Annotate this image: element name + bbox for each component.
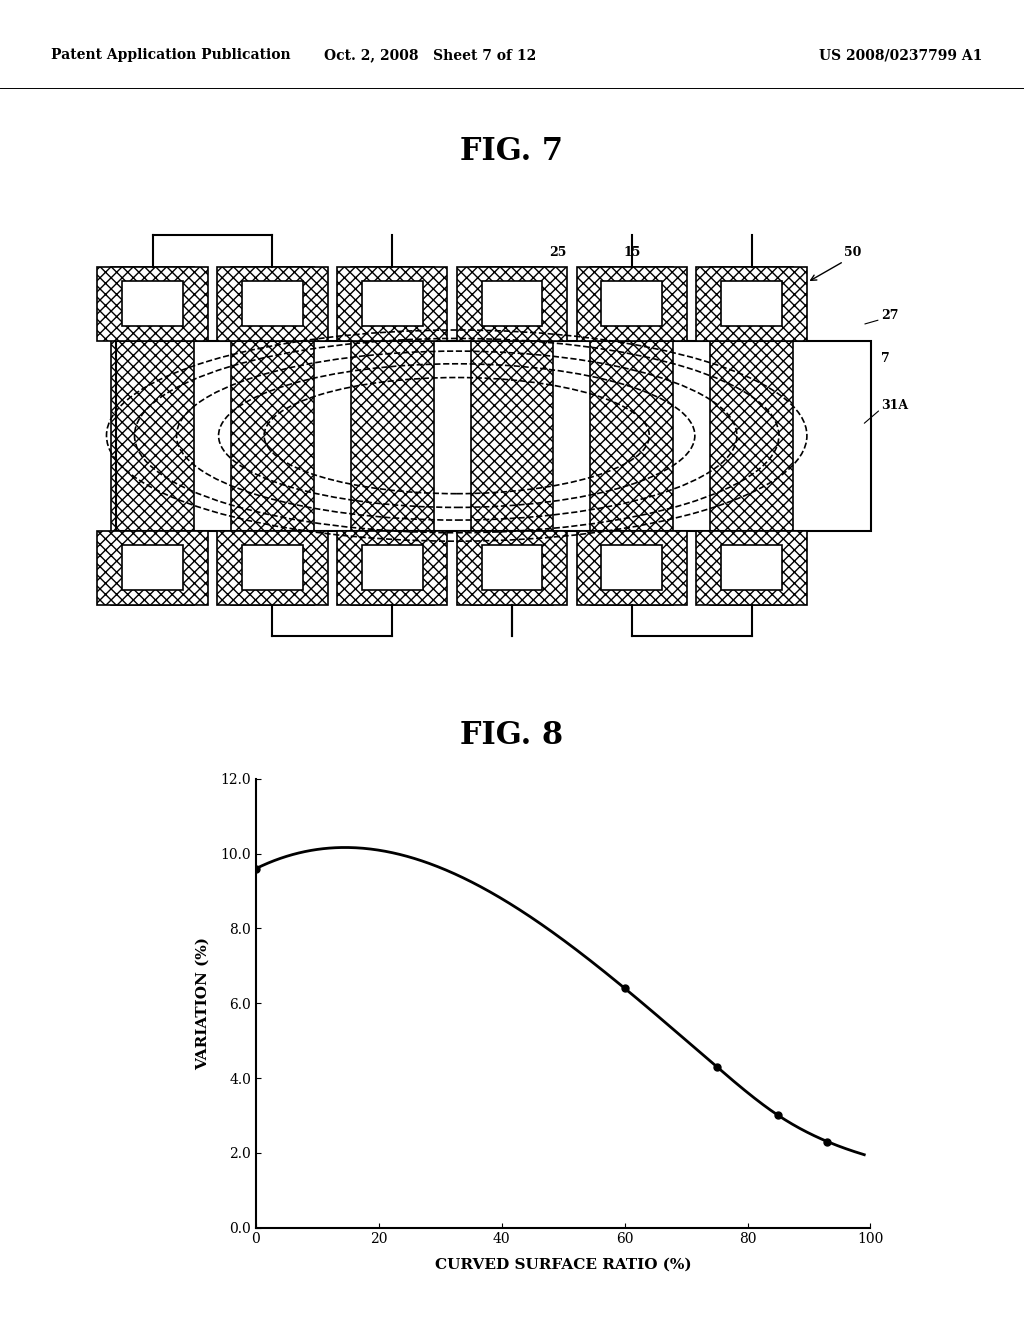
Point [248, 858, 264, 879]
Text: 27: 27 [881, 309, 898, 322]
Bar [217, 531, 328, 605]
Bar [112, 267, 195, 605]
Bar [337, 531, 447, 605]
Bar [696, 531, 807, 605]
Bar [577, 531, 687, 605]
Bar [481, 281, 543, 326]
Bar [217, 267, 328, 341]
Bar [591, 267, 674, 605]
Bar [361, 545, 423, 590]
Bar [242, 545, 303, 590]
Bar [457, 267, 567, 341]
Bar [696, 267, 807, 341]
Bar [471, 267, 553, 605]
Text: 15: 15 [624, 246, 640, 259]
Bar [711, 267, 794, 605]
Bar [601, 281, 663, 326]
Bar [122, 545, 183, 590]
Bar [97, 267, 208, 341]
Bar [231, 267, 314, 605]
Bar [122, 281, 183, 326]
Text: 50: 50 [845, 246, 861, 259]
Point [819, 1131, 836, 1152]
Point [709, 1056, 725, 1077]
Bar [721, 545, 782, 590]
Bar [721, 281, 782, 326]
Text: Patent Application Publication: Patent Application Publication [51, 49, 291, 62]
Bar [116, 341, 871, 531]
Bar [337, 267, 447, 341]
Text: FIG. 7: FIG. 7 [461, 136, 563, 168]
Bar [242, 281, 303, 326]
Text: 7: 7 [881, 351, 890, 364]
Bar [97, 531, 208, 605]
Bar [577, 267, 687, 341]
Text: 25: 25 [550, 246, 566, 259]
Bar [350, 267, 434, 605]
Point [770, 1105, 786, 1126]
Bar [457, 531, 567, 605]
Text: US 2008/0237799 A1: US 2008/0237799 A1 [819, 49, 983, 62]
Y-axis label: VARIATION (%): VARIATION (%) [196, 937, 209, 1069]
X-axis label: CURVED SURFACE RATIO (%): CURVED SURFACE RATIO (%) [435, 1258, 691, 1271]
Bar [601, 545, 663, 590]
Point [616, 978, 633, 999]
Text: Oct. 2, 2008   Sheet 7 of 12: Oct. 2, 2008 Sheet 7 of 12 [324, 49, 537, 62]
Bar [481, 545, 543, 590]
Bar [361, 281, 423, 326]
Text: FIG. 8: FIG. 8 [461, 721, 563, 751]
Text: 31A: 31A [881, 399, 907, 412]
